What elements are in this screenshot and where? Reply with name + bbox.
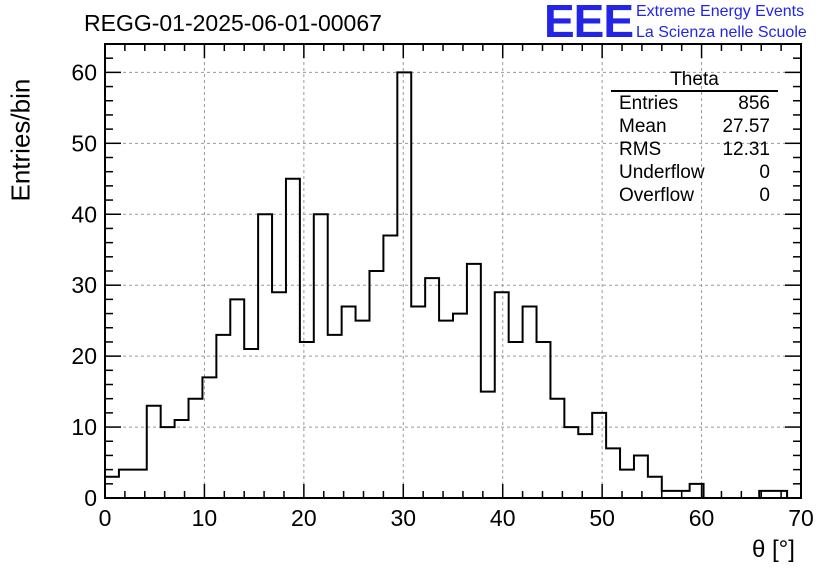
histogram-bin bbox=[537, 342, 551, 498]
histogram-bin bbox=[328, 335, 342, 498]
histogram-bin bbox=[342, 306, 356, 498]
stats-value: 0 bbox=[759, 162, 770, 183]
eee-logo: EEE bbox=[544, 0, 634, 47]
stats-label: Entries bbox=[619, 93, 679, 114]
x-tick-label: 70 bbox=[788, 505, 814, 531]
eee-subtitle-line2: La Scienza nelle Scuole bbox=[636, 24, 807, 41]
x-tick-label: 30 bbox=[390, 505, 416, 531]
plot-title: REGG-01-2025-06-01-00067 bbox=[84, 10, 382, 36]
histogram-outline bbox=[105, 71, 801, 499]
histogram-bin bbox=[369, 271, 383, 498]
histogram-bin bbox=[523, 306, 537, 498]
histogram-bin bbox=[411, 306, 425, 498]
histogram-bin bbox=[286, 179, 300, 498]
histogram-bin bbox=[272, 292, 286, 498]
x-tick-label: 40 bbox=[490, 505, 516, 531]
histogram-bin bbox=[383, 236, 397, 498]
stats-value: 27.57 bbox=[722, 116, 770, 137]
stats-value: 12.31 bbox=[722, 139, 770, 160]
histogram-bin bbox=[606, 448, 620, 498]
histogram-bin bbox=[119, 470, 133, 498]
stats-title: Theta bbox=[611, 70, 778, 92]
tick-labels: 0 10 20 30 40 50 60 70 0 10 20 30 40 50 60 bbox=[71, 59, 813, 531]
histogram-bin bbox=[773, 491, 787, 498]
x-tick-label: 60 bbox=[689, 505, 715, 531]
histogram-bin bbox=[550, 399, 564, 498]
histogram-bin bbox=[648, 477, 662, 498]
histogram-bin bbox=[300, 342, 314, 498]
histogram-bin bbox=[244, 349, 258, 498]
y-tick-label: 40 bbox=[71, 201, 97, 227]
histogram-bin bbox=[676, 491, 690, 498]
stats-row-entries: Entries 856 bbox=[611, 92, 778, 115]
stats-label: RMS bbox=[619, 139, 662, 160]
y-tick-label: 50 bbox=[71, 130, 97, 156]
histogram-bin bbox=[578, 434, 592, 498]
x-axis-label: θ [°] bbox=[752, 536, 795, 563]
histogram-bin bbox=[425, 278, 439, 498]
stats-label: Mean bbox=[619, 116, 667, 137]
histogram-bin bbox=[147, 406, 161, 498]
stats-value: 0 bbox=[759, 185, 770, 206]
histogram-bin bbox=[161, 427, 175, 498]
x-tick-label: 20 bbox=[291, 505, 317, 531]
y-tick-label: 10 bbox=[71, 414, 97, 440]
x-tick-label: 0 bbox=[99, 505, 112, 531]
histogram-bin bbox=[105, 477, 119, 498]
x-tick-label: 50 bbox=[589, 505, 615, 531]
histogram-bin bbox=[662, 491, 676, 498]
axis-ticks bbox=[104, 43, 802, 499]
y-axis-label: Entries/bin bbox=[5, 78, 36, 202]
y-tick-label: 20 bbox=[71, 343, 97, 369]
stats-box: Theta Entries 856 Mean 27.57 RMS 12.31 Unde… bbox=[611, 70, 778, 207]
histogram-bin bbox=[202, 377, 216, 498]
y-tick-label: 60 bbox=[71, 59, 97, 85]
eee-subtitle-line1: Extreme Energy Events bbox=[636, 3, 805, 20]
grid-lines bbox=[105, 44, 801, 498]
x-tick-label: 10 bbox=[192, 505, 218, 531]
histogram-bin bbox=[592, 413, 606, 498]
histogram-bin bbox=[467, 264, 481, 498]
histogram-bin bbox=[356, 321, 370, 498]
histogram-bin bbox=[230, 299, 244, 498]
histogram-bin bbox=[453, 314, 467, 498]
histogram-bars bbox=[105, 71, 801, 499]
histogram-bin bbox=[564, 427, 578, 498]
y-tick-label: 30 bbox=[71, 272, 97, 298]
histogram-bin bbox=[509, 342, 523, 498]
y-tick-label: 0 bbox=[84, 485, 97, 511]
histogram-bin bbox=[634, 455, 648, 498]
histogram-bin bbox=[495, 292, 509, 498]
y-axis-label-text: Entries/bin bbox=[5, 78, 36, 202]
stats-value: 856 bbox=[738, 93, 770, 114]
histogram-bin bbox=[439, 321, 453, 498]
stats-row-underflow: Underflow 0 bbox=[611, 161, 778, 184]
stats-row-mean: Mean 27.57 bbox=[611, 115, 778, 138]
stats-label: Overflow bbox=[619, 185, 694, 206]
histogram-bin bbox=[189, 399, 203, 498]
histogram-bin bbox=[175, 420, 189, 498]
histogram-bin bbox=[481, 392, 495, 498]
stats-label: Underflow bbox=[619, 162, 705, 183]
stats-row-overflow: Overflow 0 bbox=[611, 184, 778, 207]
stats-row-rms: RMS 12.31 bbox=[611, 138, 778, 161]
histogram-bin bbox=[216, 335, 230, 498]
